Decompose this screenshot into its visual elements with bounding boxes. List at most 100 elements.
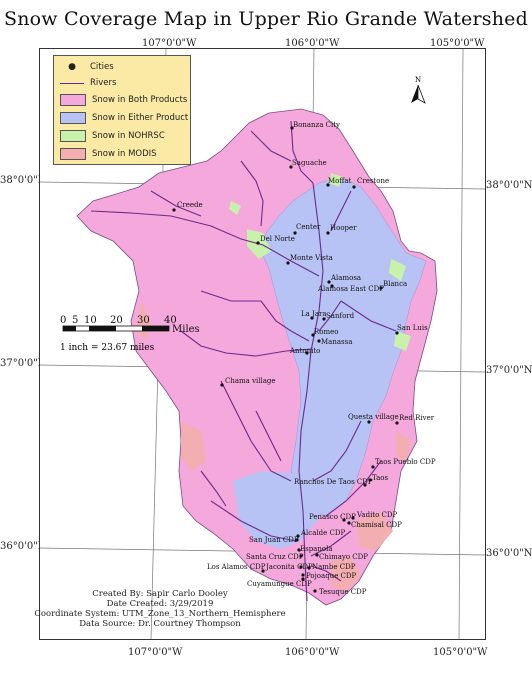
city-chimayo: Chimayo CDP: [315, 553, 368, 561]
svg-text:Tesuque CDP: Tesuque CDP: [319, 588, 367, 596]
legend-item-snow-nohrsc: Snow in NOHRSC: [60, 130, 165, 142]
map-credits: Created By: Sapir Carlo Dooley Date Crea…: [0, 589, 320, 629]
svg-text:Pojoaque CDP: Pojoaque CDP: [306, 572, 357, 580]
svg-text:30: 30: [137, 315, 150, 326]
svg-text:Crestone: Crestone: [357, 177, 389, 185]
city-hooper: Hooper: [326, 224, 357, 235]
map-legend: ● Cities Rivers Snow in Both Products Sn…: [53, 55, 191, 165]
city-crestone: Crestone: [352, 177, 389, 189]
svg-text:Del Norte: Del Norte: [260, 235, 295, 243]
svg-text:N: N: [415, 76, 421, 84]
svg-text:40: 40: [164, 315, 177, 326]
svg-text:Vadito CDP: Vadito CDP: [356, 511, 398, 519]
legend-item-snow-modis: Snow in MODIS: [60, 148, 157, 160]
svg-text:Alcalde CDP: Alcalde CDP: [300, 529, 345, 537]
svg-text:5: 5: [72, 315, 78, 326]
snow-either-region: [260, 176, 427, 517]
city-romeo: Romeo: [311, 328, 338, 337]
city-sanford: Sanford: [322, 312, 355, 321]
city-blanca: Blanca: [379, 280, 407, 290]
lon-label-107w-bottom: 107°0'0"W: [128, 647, 183, 658]
lat-label-36n-left: 36°0'0"N: [0, 541, 47, 552]
svg-text:Hooper: Hooper: [330, 224, 357, 232]
scale-bar-graphic: 0 5 10 20 30 40 Miles: [60, 315, 200, 335]
city-san-luis: San Luis: [395, 324, 428, 335]
city-creede: Creede: [172, 201, 203, 212]
lat-label-38n-left: 38°0'0"N: [0, 175, 47, 186]
svg-text:Alamosa East CDP: Alamosa East CDP: [317, 285, 384, 293]
swatch-snow-nohrsc: [60, 130, 86, 142]
swatch-snow-either: [60, 112, 86, 124]
svg-text:Cuyamungue CDP: Cuyamungue CDP: [247, 580, 312, 588]
svg-text:Alamosa: Alamosa: [330, 274, 361, 282]
city-alamosa-east: Alamosa East CDP: [317, 284, 384, 293]
legend-item-cities: ● Cities: [60, 62, 114, 72]
city-markers: Bonanza City Saguache Moffat Crestone Cr…: [172, 121, 436, 596]
svg-text:San Juan CDP: San Juan CDP: [249, 536, 299, 544]
svg-text:Ranchos De Taos CDP: Ranchos De Taos CDP: [294, 478, 373, 486]
svg-text:Nambe CDP: Nambe CDP: [312, 563, 356, 571]
svg-text:Red River: Red River: [399, 414, 435, 422]
svg-text:Monte Vista: Monte Vista: [290, 254, 333, 262]
city-los-alamos: Los Alamos CDP: [207, 563, 266, 573]
legend-item-snow-either: Snow in Either Product: [60, 112, 188, 124]
city-center: Center: [293, 223, 321, 235]
snow-either-south: [233, 471, 321, 549]
svg-text:Antonito: Antonito: [289, 347, 320, 355]
svg-text:Creede: Creede: [177, 201, 203, 209]
svg-text:Saguache: Saguache: [292, 159, 327, 167]
city-vadito: Vadito CDP: [351, 511, 398, 520]
svg-text:Los Alamos CDP: Los Alamos CDP: [207, 563, 266, 571]
swatch-snow-modis: [60, 148, 86, 160]
city-la-jara: La Jara: [301, 310, 327, 320]
city-antonito: Antonito: [289, 347, 320, 355]
city-alamosa: Alamosa: [327, 274, 361, 284]
city-bonanza: Bonanza City: [290, 121, 340, 130]
lon-label-105w-bottom: 105°0'0"W: [433, 647, 488, 658]
city-cuyamungue: Cuyamungue CDP: [247, 577, 312, 588]
svg-text:Romeo: Romeo: [314, 328, 338, 336]
legend-item-snow-both: Snow in Both Products: [60, 94, 187, 106]
svg-text:Bonanza City: Bonanza City: [293, 121, 340, 129]
svg-text:Santa Cruz CDP: Santa Cruz CDP: [246, 553, 304, 561]
svg-text:San Luis: San Luis: [397, 324, 428, 332]
svg-text:Center: Center: [296, 223, 321, 231]
city-alcalde: Alcalde CDP: [296, 529, 345, 538]
svg-text:Chama village: Chama village: [225, 377, 276, 385]
svg-text:Espanola: Espanola: [300, 545, 333, 553]
city-red-river: Red River: [395, 414, 435, 425]
city-jaconita: Jaconita CDP: [265, 563, 313, 571]
city-manassa: Manassa: [317, 338, 352, 346]
credit-coordinate-system: Coordinate System: UTM_Zone_13_Northern_…: [34, 609, 286, 619]
city-chama: Chama village: [220, 377, 276, 387]
lat-label-37n-left: 37°0'0"N: [0, 358, 47, 369]
svg-text:Sanford: Sanford: [326, 312, 355, 320]
city-tesuque: Tesuque CDP: [313, 588, 367, 596]
city-point-icon: ●: [68, 62, 76, 72]
svg-text:10: 10: [84, 315, 97, 326]
rivers: [90, 120, 397, 602]
lat-label-36n-right: 36°0'0"N: [486, 548, 532, 559]
city-saguache: Saguache: [289, 159, 327, 169]
city-moffat: Moffat: [326, 177, 352, 187]
map-canvas: Bonanza City Saguache Moffat Crestone Cr…: [40, 49, 485, 639]
svg-text:Penasco CDP: Penasco CDP: [309, 513, 356, 521]
svg-text:Moffat: Moffat: [328, 177, 352, 185]
svg-text:Taos: Taos: [372, 474, 389, 482]
svg-text:Taos Pueblo CDP: Taos Pueblo CDP: [375, 458, 436, 466]
lon-label-105w-top: 105°0'0"W: [430, 38, 485, 49]
city-questa: Questa village: [348, 413, 399, 424]
lon-label-107w-top: 107°0'0"W: [142, 38, 197, 49]
north-arrow: N: [408, 75, 428, 109]
svg-text:Jaconita CDP: Jaconita CDP: [265, 563, 313, 571]
city-nambe: Nambe CDP: [307, 563, 356, 571]
credit-created-by: Created By: Sapir Carlo Dooley: [92, 589, 228, 599]
svg-text:La Jara: La Jara: [301, 310, 327, 318]
swatch-snow-both: [60, 94, 86, 106]
river-line-icon: [60, 82, 84, 84]
lon-label-106w-top: 106°0'0"W: [285, 38, 340, 49]
city-taos: Taos: [368, 474, 389, 482]
city-santa-cruz: Santa Cruz CDP: [246, 553, 304, 561]
scale-bar: 0 5 10 20 30 40 Miles 1 inch = 23.67 mil…: [60, 314, 220, 353]
svg-text:20: 20: [110, 315, 123, 326]
